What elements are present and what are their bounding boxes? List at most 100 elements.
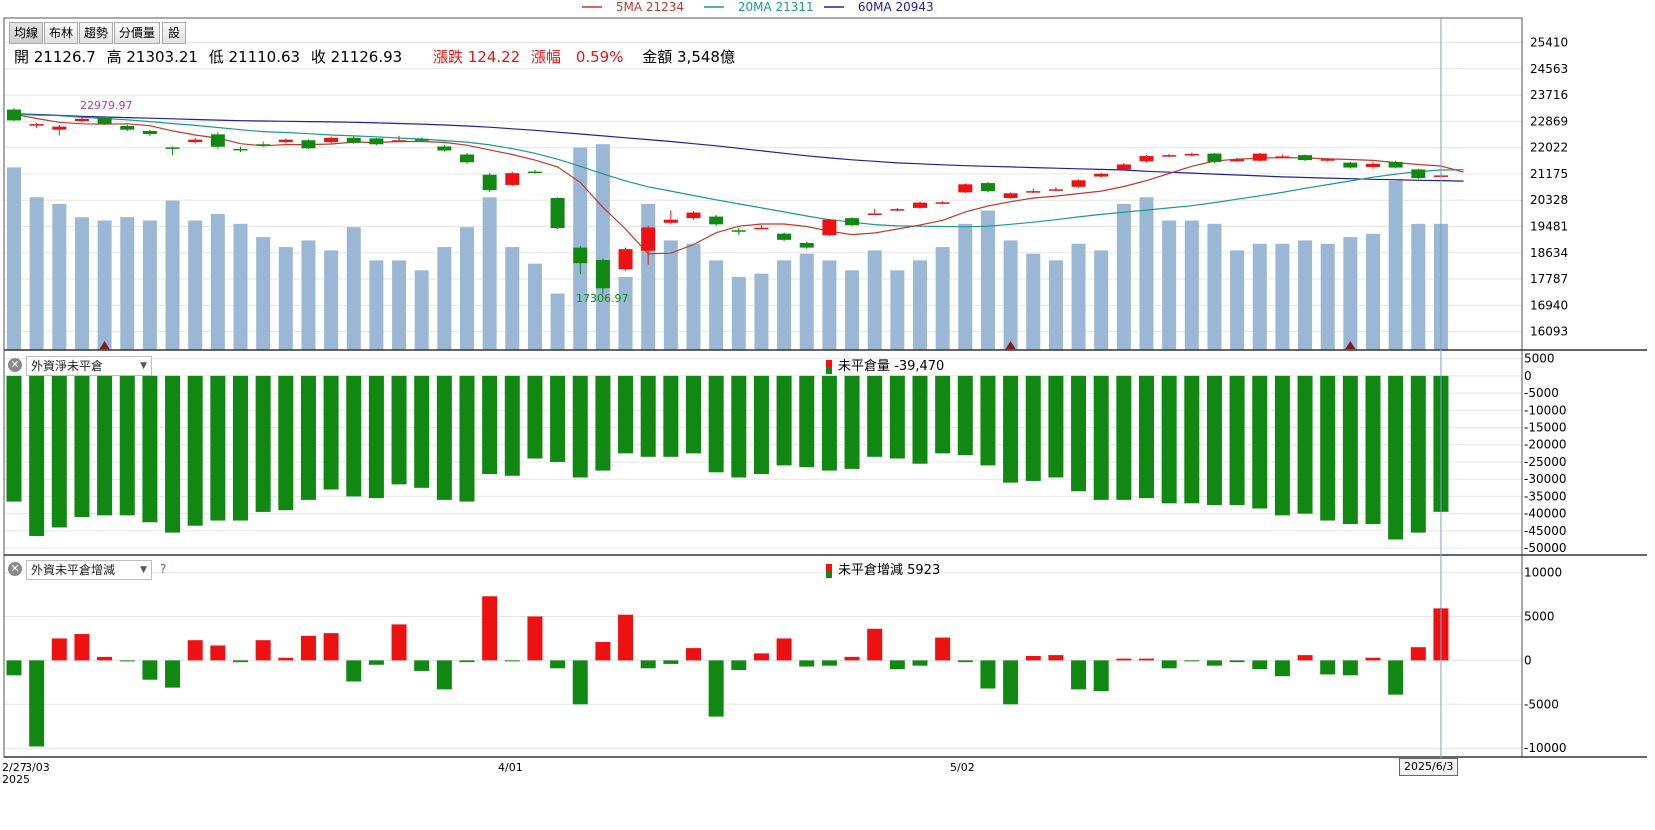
close-value: 收 21126.93 [310, 48, 403, 66]
y-tick-label: 22022 [1530, 141, 1568, 155]
volume-bar [1184, 220, 1199, 350]
candle-body [845, 218, 860, 226]
candle-body [188, 139, 203, 143]
oi-change-bar [1206, 660, 1222, 666]
panel2-indicator-select[interactable]: 外資淨未平倉 ▼ [26, 356, 152, 376]
candle-body [414, 139, 429, 141]
volume-bar [686, 243, 701, 350]
close-panel3-icon[interactable]: ✕ [8, 562, 22, 576]
settings-button[interactable]: 設 [162, 22, 186, 44]
trend-button[interactable]: 趨勢 [79, 22, 113, 44]
oi-bar [119, 375, 135, 516]
oi-change-bar [142, 660, 158, 680]
volume-bar [1048, 260, 1063, 350]
oi-change-bar [1184, 660, 1200, 662]
x-label-first2: 3/03 [25, 761, 50, 774]
volume-bar [1071, 243, 1086, 350]
pct-value: 0.59% [575, 48, 624, 66]
oi-change-bar [255, 640, 271, 661]
candle-body [1298, 155, 1313, 161]
volume-bar [1207, 223, 1222, 350]
volume-bar [1162, 220, 1177, 350]
candle-body [822, 219, 837, 236]
oi-bar [1025, 375, 1041, 481]
volume-bar [74, 217, 89, 350]
cursor-date-label: 2025/6/3 [1399, 758, 1459, 776]
volume-bar [210, 213, 225, 350]
oi-change-bar [391, 624, 407, 661]
high-value: 高 21303.21 [106, 48, 198, 66]
candle-body [52, 126, 67, 130]
y-tick-label: -5000 [1524, 697, 1559, 711]
close-panel2-icon[interactable]: ✕ [8, 358, 22, 372]
oi-change-bar [504, 660, 520, 662]
panel3-indicator-select[interactable]: 外資未平倉增減 ▼ [26, 560, 152, 580]
ma-button[interactable]: 均線 [9, 22, 43, 44]
oi-bar [527, 375, 543, 459]
oi-change-bar [368, 660, 384, 665]
foreign-net-oi-bars [6, 375, 1449, 540]
candle-body [754, 227, 769, 230]
volume-bar [505, 247, 520, 350]
oi-change-bar [1388, 660, 1404, 695]
candle-body [1026, 191, 1041, 193]
candle-body [595, 260, 610, 289]
candle-body [301, 140, 316, 149]
oi-bar [753, 375, 769, 475]
oi-change-bar [97, 656, 113, 661]
candle-body [777, 233, 792, 240]
volume-bar [301, 240, 316, 350]
candle-body [1252, 153, 1267, 161]
candle-body [980, 183, 995, 192]
oi-bar [1161, 375, 1177, 504]
oi-bar [889, 375, 905, 459]
oi-bar [618, 375, 634, 454]
volume-bar [958, 223, 973, 350]
price-volume-button[interactable]: 分價量 [114, 22, 160, 44]
oi-change-bar [1071, 660, 1087, 690]
oi-change-bar [527, 616, 543, 661]
event-markers [99, 341, 1356, 349]
oi-bar [436, 375, 452, 500]
oi-bar [1274, 375, 1290, 516]
candle-body [142, 130, 157, 135]
candle-body [550, 197, 565, 229]
oi-bar [776, 375, 792, 466]
oi-bar [1048, 375, 1064, 478]
oi-bar [323, 375, 339, 490]
max-price-label: 22979.97 [80, 99, 133, 112]
y-tick-label: 10000 [1524, 566, 1562, 580]
volume-bar [709, 260, 724, 350]
candlesticks [7, 107, 1448, 295]
oi-bar [482, 375, 498, 475]
oi-change-bar [912, 660, 928, 666]
volume-bar [142, 220, 157, 350]
oi-bar [97, 375, 113, 516]
legend-ma60-label: 60MA 20943 [857, 0, 934, 14]
candle-body [1230, 159, 1245, 162]
up-down-square-icon [826, 359, 832, 374]
bollinger-button[interactable]: 布林 [44, 22, 78, 44]
volume-bar [641, 203, 656, 350]
panel3-label-text: 未平倉增減 5923 [838, 563, 941, 578]
y-tick-label: 21175 [1530, 167, 1568, 181]
candle-body [709, 216, 724, 225]
candle-body [890, 209, 905, 211]
candle-body [1411, 169, 1426, 179]
oi-change-bar [119, 660, 135, 662]
oi-change-bar [1320, 660, 1336, 675]
oi-change-bar [1274, 660, 1290, 677]
candle-body [1094, 173, 1109, 177]
volume-bar [1230, 250, 1245, 350]
x-label-first: 2/27 [2, 761, 27, 774]
oi-bar [29, 375, 45, 537]
help-icon[interactable]: ? [160, 562, 167, 576]
volume-bar [1366, 233, 1380, 350]
legend-ma60: 60MA 20943 [824, 0, 934, 14]
candle-body [97, 117, 112, 124]
oi-bar [1071, 375, 1087, 492]
candle-body [346, 137, 361, 143]
candle-body [641, 227, 656, 251]
candle-body [1116, 164, 1131, 170]
x-label-may: 5/02 [950, 761, 975, 774]
